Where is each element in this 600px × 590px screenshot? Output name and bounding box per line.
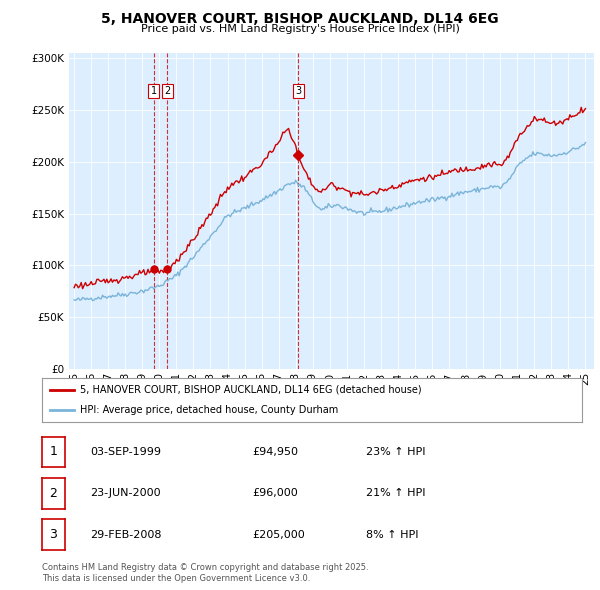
- Text: 2: 2: [49, 487, 58, 500]
- Text: 5, HANOVER COURT, BISHOP AUCKLAND, DL14 6EG (detached house): 5, HANOVER COURT, BISHOP AUCKLAND, DL14 …: [80, 385, 421, 395]
- Text: 5, HANOVER COURT, BISHOP AUCKLAND, DL14 6EG: 5, HANOVER COURT, BISHOP AUCKLAND, DL14 …: [101, 12, 499, 26]
- Text: 03-SEP-1999: 03-SEP-1999: [90, 447, 161, 457]
- Text: 29-FEB-2008: 29-FEB-2008: [90, 530, 161, 539]
- Text: 1: 1: [151, 86, 157, 96]
- Text: 21% ↑ HPI: 21% ↑ HPI: [366, 489, 425, 498]
- Text: £205,000: £205,000: [252, 530, 305, 539]
- Text: 2: 2: [164, 86, 170, 96]
- Text: This data is licensed under the Open Government Licence v3.0.: This data is licensed under the Open Gov…: [42, 574, 310, 583]
- Text: 23-JUN-2000: 23-JUN-2000: [90, 489, 161, 498]
- Text: Contains HM Land Registry data © Crown copyright and database right 2025.: Contains HM Land Registry data © Crown c…: [42, 563, 368, 572]
- Text: HPI: Average price, detached house, County Durham: HPI: Average price, detached house, Coun…: [80, 405, 338, 415]
- Text: Price paid vs. HM Land Registry's House Price Index (HPI): Price paid vs. HM Land Registry's House …: [140, 24, 460, 34]
- Text: 3: 3: [49, 528, 58, 541]
- Text: £96,000: £96,000: [252, 489, 298, 498]
- Text: 3: 3: [295, 86, 301, 96]
- Text: £94,950: £94,950: [252, 447, 298, 457]
- Text: 23% ↑ HPI: 23% ↑ HPI: [366, 447, 425, 457]
- Text: 8% ↑ HPI: 8% ↑ HPI: [366, 530, 419, 539]
- Text: 1: 1: [49, 445, 58, 458]
